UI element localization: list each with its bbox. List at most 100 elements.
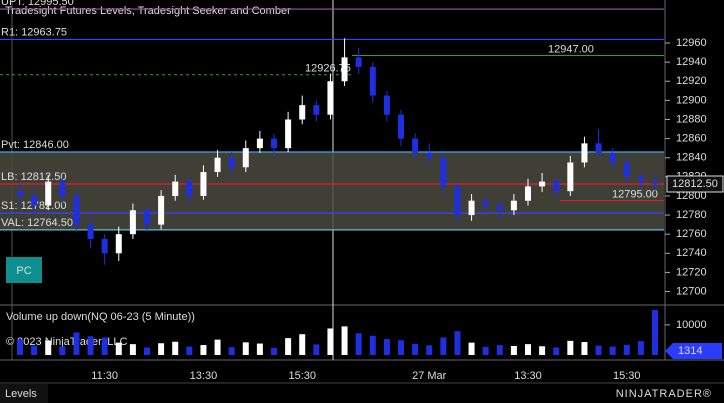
volume-bar: [271, 347, 277, 355]
volume-bar: [115, 342, 122, 355]
candle-body: [200, 172, 207, 196]
volume-bar: [482, 346, 489, 355]
volume-bar: [327, 328, 334, 355]
volume-bar: [256, 343, 263, 355]
volume-bar: [426, 345, 433, 355]
volume-title: Volume up down(NQ 06-23 (5 Minute)): [6, 311, 195, 323]
volume-tick-label: 10000: [676, 319, 707, 331]
candle-body: [426, 152, 433, 158]
volume-bar: [581, 342, 588, 355]
volume-bar: [144, 347, 150, 355]
candle-body: [482, 200, 489, 206]
tab[interactable]: [0, 384, 48, 403]
volume-bar: [468, 342, 475, 355]
y-tick-label: 12960: [676, 37, 707, 49]
volume-bar: [59, 346, 66, 355]
level-label: Pvt: 12846.00: [1, 139, 69, 151]
volume-bar: [101, 337, 108, 355]
y-tick-label: 12900: [676, 94, 707, 106]
volume-bar: [228, 347, 235, 355]
annotation-label: 12947.00: [548, 43, 594, 55]
candle-body: [327, 81, 334, 115]
pc-button-label[interactable]: PC: [16, 265, 31, 277]
value-area: [0, 151, 664, 230]
volume-bar: [285, 338, 292, 355]
y-tick-label: 12740: [676, 247, 707, 259]
candle-body: [285, 119, 292, 149]
candle-body: [87, 224, 94, 239]
tab-label[interactable]: Levels: [5, 388, 37, 400]
candle-body: [242, 148, 249, 168]
level-label: R1: 12963.75: [1, 26, 67, 38]
y-tick-label: 12780: [676, 209, 707, 221]
candle-body: [73, 195, 80, 225]
volume-bar: [299, 334, 306, 355]
candle-body: [637, 176, 644, 182]
candle-body: [440, 157, 447, 187]
volume-bar: [31, 345, 38, 355]
volume-bar: [567, 340, 574, 355]
y-tick-label: 12860: [676, 133, 707, 145]
candle-body: [412, 138, 419, 153]
candle-body: [595, 143, 602, 153]
candle-body: [129, 210, 136, 235]
volume-bar: [609, 346, 616, 355]
y-tick-label: 12840: [676, 152, 707, 164]
volume-bar: [200, 345, 207, 355]
volume-bar: [398, 340, 404, 355]
candle-body: [496, 205, 503, 211]
volume-bar: [553, 347, 560, 355]
candle-body: [101, 238, 108, 254]
x-tick-label: 27 Mar: [412, 370, 447, 382]
volume-bar: [214, 339, 221, 355]
volume-bar: [186, 346, 193, 355]
volume-bar: [355, 333, 362, 355]
candle-body: [271, 138, 277, 149]
volume-bar: [369, 335, 376, 355]
candle-body: [172, 181, 179, 196]
candle-body: [313, 105, 320, 115]
y-tick-label: 12920: [676, 75, 707, 87]
volume-bar: [595, 345, 602, 355]
x-tick-label: 11:30: [91, 370, 118, 382]
candle-body: [539, 181, 546, 187]
current-price-label: 12812.50: [672, 178, 718, 190]
candle-body: [45, 181, 52, 206]
volume-bar: [454, 331, 461, 355]
candle-body: [525, 186, 531, 201]
volume-bar: [172, 341, 179, 355]
candle-body: [31, 195, 38, 206]
candle-body: [623, 162, 630, 177]
volume-bar: [341, 326, 348, 355]
volume-bar: [496, 345, 503, 355]
volume-bar: [383, 339, 390, 355]
current-volume-label: 1314: [678, 345, 702, 357]
candle-body: [553, 181, 560, 192]
volume-bar: [652, 309, 658, 355]
x-tick-label: 13:30: [514, 370, 542, 382]
current-volume-marker: [665, 343, 722, 360]
y-tick-label: 12720: [676, 266, 707, 278]
volume-bar: [17, 339, 23, 355]
candle-body: [341, 57, 348, 82]
candle-body: [59, 181, 66, 196]
volume-bar: [440, 337, 447, 355]
volume-bar: [525, 344, 531, 355]
candle-body: [256, 138, 263, 149]
candle-body: [355, 57, 362, 67]
candle-body: [383, 95, 390, 115]
level-label: LB: 12812.50: [1, 171, 66, 183]
volume-bar: [158, 343, 165, 355]
volume-bar: [242, 342, 249, 355]
candle-body: [17, 191, 23, 196]
level-label: UPT: 12995.50: [1, 0, 74, 8]
volume-bar: [412, 343, 419, 355]
logo: NINJATRADER®: [616, 388, 712, 400]
candle-body: [609, 152, 616, 163]
y-tick-label: 12760: [676, 228, 707, 240]
current-price-marker: [666, 175, 724, 193]
pc-button[interactable]: [6, 257, 42, 283]
candle-body: [115, 234, 122, 254]
annotation-label: 12926.75: [305, 63, 351, 75]
